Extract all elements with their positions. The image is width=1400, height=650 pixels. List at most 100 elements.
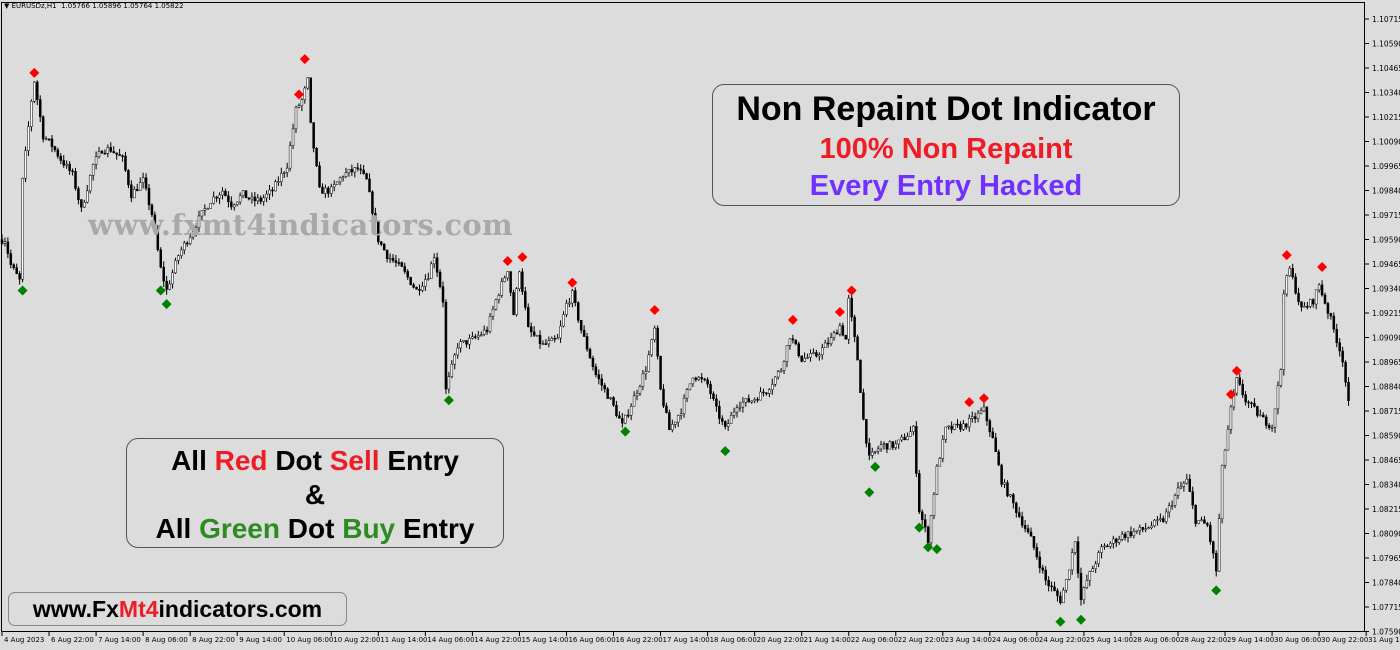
candle-body — [135, 189, 139, 191]
candle-body — [177, 255, 180, 261]
candle-body — [71, 170, 74, 173]
buy-dot — [161, 299, 172, 310]
candle-body — [459, 341, 462, 349]
candle-body — [241, 190, 245, 196]
candle-body — [888, 441, 892, 450]
candle-body — [826, 342, 830, 345]
candle-body — [488, 316, 492, 332]
legend-line-buy: All Green Dot Buy Entry — [127, 512, 503, 546]
candle-body — [265, 193, 268, 199]
candle-body — [618, 415, 621, 419]
candle-body — [709, 383, 712, 395]
candle-body — [353, 167, 357, 173]
candle-body — [1000, 464, 1003, 485]
candle-body — [1214, 553, 1218, 572]
candle-body — [1073, 541, 1077, 553]
y-tick-label: 1.09715 — [1372, 211, 1400, 220]
candle-body — [671, 424, 674, 431]
candle-body — [250, 196, 254, 200]
candle-body — [1291, 268, 1294, 278]
x-tick-label: 28 Aug 22:00 — [1180, 636, 1227, 644]
candle-body — [694, 377, 698, 380]
x-tick-label: 16 Aug 22:00 — [616, 636, 663, 644]
candle-body — [482, 329, 486, 335]
candle-body — [9, 253, 13, 265]
candle-body — [397, 262, 401, 264]
candle-body — [606, 388, 609, 399]
candle-body — [741, 401, 745, 408]
candle-body — [1023, 525, 1027, 529]
candle-body — [1209, 524, 1212, 542]
candle-body — [732, 411, 736, 416]
candle-body — [365, 173, 368, 180]
candle-body — [335, 181, 339, 185]
candle-body — [391, 257, 395, 261]
site-part-3: indicators.com — [158, 596, 323, 622]
y-tick-label: 1.08965 — [1372, 358, 1400, 367]
candle-body — [224, 190, 227, 197]
candle-body — [312, 122, 315, 149]
candle-body — [912, 426, 915, 432]
candle-body — [791, 338, 795, 341]
y-tick-label: 1.09590 — [1372, 236, 1400, 245]
y-tick-label: 1.09090 — [1372, 334, 1400, 343]
candle-body — [38, 99, 42, 118]
sell-dot — [293, 89, 304, 100]
candle-body — [471, 336, 474, 339]
candle-body — [138, 182, 142, 191]
candle-body — [344, 172, 348, 178]
buy-dot — [864, 487, 875, 498]
candle-body — [368, 178, 371, 193]
candle-body — [956, 423, 959, 426]
collapse-icon[interactable]: ▼ — [4, 2, 10, 10]
y-tick-label: 1.07715 — [1372, 603, 1400, 612]
text-sell: Sell — [329, 445, 380, 476]
y-tick-label: 1.09840 — [1372, 187, 1400, 196]
candle-body — [920, 511, 924, 520]
candle-body — [624, 414, 627, 424]
candle-body — [438, 271, 442, 287]
candle-body — [968, 418, 971, 428]
sell-dot — [834, 307, 845, 318]
candle-body — [985, 406, 989, 422]
candle-body — [821, 347, 824, 356]
candle-body — [1338, 342, 1341, 352]
candle-body — [500, 281, 504, 296]
candle-body — [441, 286, 445, 303]
candle-body — [771, 384, 774, 390]
candle-body — [1220, 464, 1224, 519]
candle-body — [621, 418, 624, 424]
candle-body — [1047, 580, 1050, 587]
candle-body — [1029, 531, 1033, 537]
candle-body — [773, 376, 777, 385]
candle-body — [906, 436, 909, 441]
candle-body — [1306, 306, 1309, 308]
candle-body — [18, 273, 21, 280]
site-logo-box: www.FxMt4indicators.com — [8, 592, 347, 626]
candle-body — [1032, 536, 1036, 548]
candle-body — [997, 451, 1000, 466]
candle-body — [979, 410, 983, 414]
candle-body — [153, 214, 157, 230]
candle-body — [768, 389, 771, 394]
candle-body — [400, 262, 404, 267]
x-tick-label: 10 Aug 22:00 — [333, 636, 380, 644]
candle-body — [382, 244, 386, 251]
candle-body — [133, 189, 136, 199]
candle-body — [388, 257, 392, 260]
candle-body — [1303, 306, 1306, 308]
candle-body — [197, 215, 201, 229]
candle-body — [1138, 526, 1142, 532]
candle-body — [1182, 482, 1186, 487]
candle-body — [497, 295, 501, 300]
candle-body — [59, 156, 63, 161]
candle-body — [427, 278, 430, 280]
candle-body — [362, 169, 365, 174]
candle-body — [844, 335, 848, 340]
candle-body — [1247, 401, 1250, 404]
candle-body — [409, 276, 412, 286]
candle-body — [1082, 587, 1086, 601]
candle-body — [1097, 552, 1100, 565]
candle-body — [262, 197, 265, 202]
